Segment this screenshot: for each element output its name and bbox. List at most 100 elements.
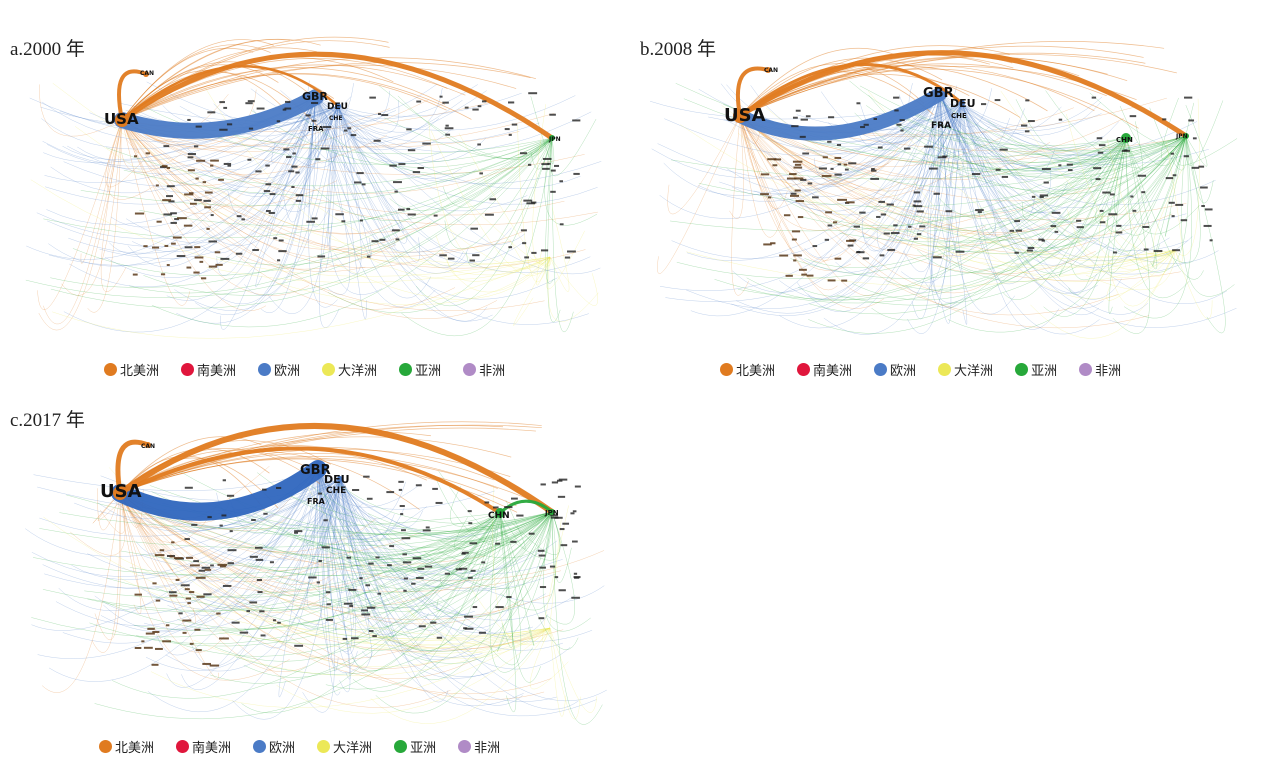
country-node [828, 116, 835, 119]
node-label-gbr: GBR [923, 86, 954, 101]
edge [232, 478, 341, 720]
edge [961, 102, 1128, 156]
edge [1152, 165, 1185, 258]
edge [1123, 135, 1193, 319]
node-label-deu: DEU [950, 97, 976, 110]
edge [286, 512, 501, 563]
country-node [824, 238, 829, 241]
edge [336, 478, 343, 513]
country-node [193, 560, 199, 563]
legend-dot [399, 363, 413, 376]
edge [909, 112, 1187, 151]
edge [987, 120, 1127, 163]
edge [181, 478, 341, 690]
edge [517, 125, 551, 283]
country-node [574, 485, 581, 488]
edge [119, 492, 549, 650]
panel-title: b.2008 年 [640, 39, 717, 60]
country-node [348, 588, 357, 591]
country-node [880, 213, 887, 216]
edge [121, 119, 545, 311]
edge [50, 96, 317, 194]
edge [739, 115, 788, 209]
edge [36, 105, 339, 239]
edge [206, 256, 551, 283]
country-node [1066, 163, 1073, 166]
edge [121, 39, 274, 121]
country-node [417, 567, 425, 570]
edge [1108, 137, 1127, 314]
edge [796, 102, 963, 300]
edge [26, 96, 317, 260]
edge [119, 451, 420, 510]
edge [739, 115, 1051, 179]
country-node [1171, 215, 1175, 218]
legend-item-north-america: 北美洲 [99, 737, 154, 756]
edge [317, 468, 462, 581]
edge [328, 105, 383, 295]
edge [337, 99, 463, 144]
edge [80, 137, 553, 206]
edge [214, 512, 501, 662]
country-node [154, 647, 163, 650]
country-node [793, 254, 802, 257]
edge [739, 115, 838, 291]
country-node [162, 640, 171, 643]
country-node [199, 260, 204, 263]
edge [997, 135, 1187, 223]
country-node [194, 145, 199, 148]
edge [961, 96, 1103, 128]
edge [317, 468, 405, 543]
country-node [955, 250, 965, 253]
edge [52, 82, 551, 264]
edge [1023, 249, 1176, 300]
country-node [870, 177, 880, 180]
country-node [900, 129, 904, 132]
edge [499, 512, 535, 646]
country-node [361, 183, 366, 186]
country-node [833, 221, 838, 224]
legend-label: 亚洲 [415, 364, 442, 379]
edge [1106, 135, 1187, 236]
edge [809, 135, 1187, 315]
edge [317, 468, 345, 521]
country-node [1130, 195, 1134, 198]
edge [739, 63, 925, 117]
country-node [236, 215, 242, 218]
edge [194, 96, 317, 315]
country-node [320, 147, 330, 150]
country-node [259, 610, 265, 613]
edge [317, 468, 576, 621]
edge [190, 478, 341, 667]
hub-node [495, 508, 505, 518]
edge [732, 102, 963, 293]
hub-node [315, 466, 321, 472]
node-label-jpn: JPN [544, 509, 559, 517]
edge [317, 468, 349, 619]
country-node [444, 572, 451, 575]
legend-dot [720, 363, 733, 376]
country-node [176, 255, 186, 258]
country-node [196, 159, 206, 162]
edge [745, 102, 963, 174]
edge [42, 511, 553, 612]
edge [961, 102, 1010, 154]
country-node [195, 125, 202, 128]
edge [315, 96, 457, 253]
edge [317, 468, 422, 508]
edge [939, 93, 1100, 316]
edge [121, 57, 537, 121]
country-node [871, 168, 875, 171]
edge [791, 93, 941, 198]
country-node [540, 483, 546, 486]
edge [102, 511, 553, 630]
edge [339, 478, 509, 628]
edge [142, 468, 319, 610]
country-node [395, 238, 400, 241]
edge [739, 115, 1187, 221]
edge [45, 96, 317, 205]
country-node [159, 549, 165, 552]
country-node [830, 167, 834, 170]
edge [332, 105, 355, 173]
